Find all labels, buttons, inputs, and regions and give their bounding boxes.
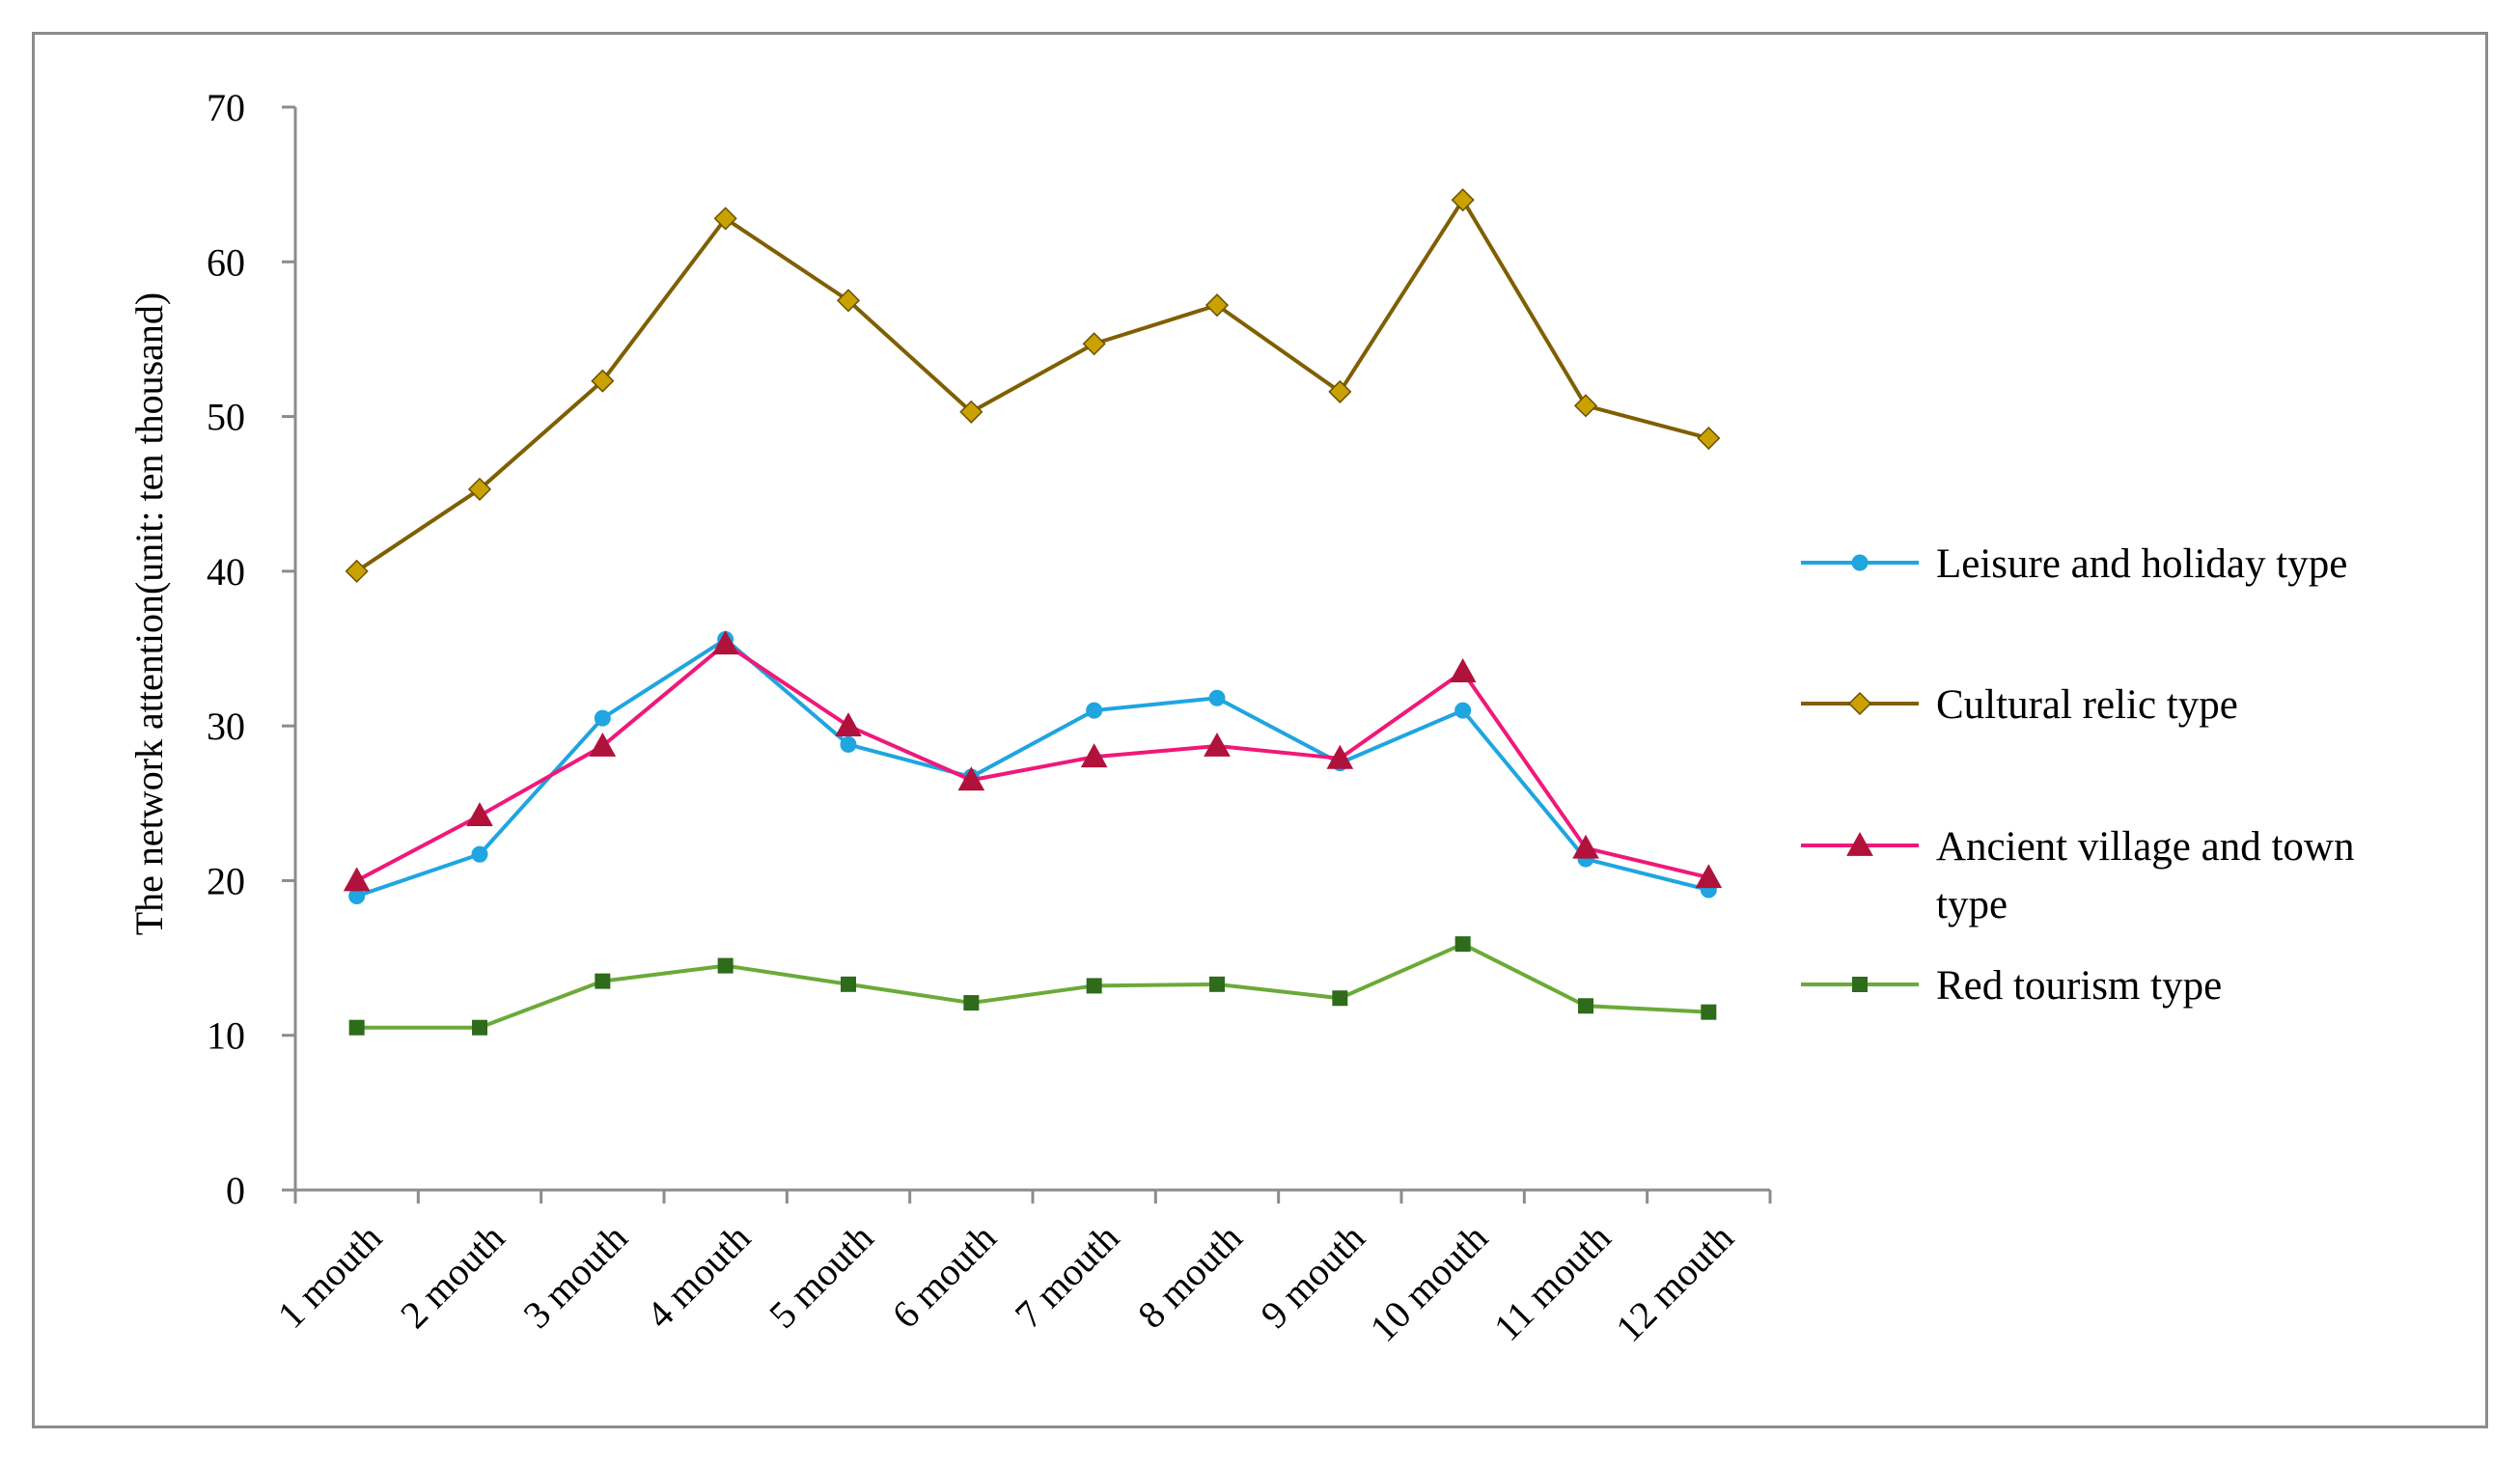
- y-tick-label: 20: [207, 859, 245, 902]
- series-line-leisure-and-holiday-type: [356, 637, 1709, 899]
- series-cultural-relic-type: [345, 188, 1721, 583]
- data-point-ancient-village-and-town-type: [957, 766, 985, 791]
- axes-group: 0 10 20 30 40 50 60 70 1 mouth 2 mouth 3 mouth 4 mo…: [207, 86, 1772, 1350]
- x-tick-label: 5 mouth: [761, 1216, 881, 1337]
- series-layer: [343, 188, 1723, 1036]
- x-tick-label: 8 mouth: [1129, 1216, 1250, 1337]
- data-point-ancient-village-and-town-type: [1572, 834, 1599, 859]
- data-point-cultural-relic-type: [1573, 394, 1598, 418]
- y-tick-label: 30: [207, 705, 245, 748]
- data-point-red-tourism-type: [348, 1019, 365, 1036]
- legend-label: type: [1936, 882, 2008, 927]
- x-tick-label: 9 mouth: [1252, 1216, 1372, 1337]
- data-point-leisure-and-holiday-type: [471, 845, 488, 863]
- data-point-cultural-relic-type: [1328, 379, 1352, 403]
- data-point-ancient-village-and-town-type: [589, 732, 617, 757]
- y-axis-title: The network attention(unit: ten thousand…: [127, 292, 171, 936]
- y-tick-label: 40: [207, 550, 245, 594]
- data-point-leisure-and-holiday-type: [1208, 689, 1226, 706]
- data-point-ancient-village-and-town-type: [343, 867, 371, 892]
- data-point-red-tourism-type: [1209, 976, 1225, 992]
- data-point-cultural-relic-type: [1697, 426, 1721, 451]
- x-tick-label: 7 mouth: [1007, 1216, 1127, 1337]
- series-line-cultural-relic-type: [355, 198, 1709, 573]
- series-leisure-and-holiday-type: [348, 630, 1717, 904]
- legend-swatch-marker: [1847, 691, 1872, 716]
- data-point-cultural-relic-type: [591, 369, 615, 393]
- series-ancient-village-and-town-type: [343, 630, 1723, 892]
- x-tick-label: 1 mouth: [269, 1216, 390, 1337]
- data-point-red-tourism-type: [963, 995, 980, 1011]
- data-point-cultural-relic-type: [1205, 293, 1230, 318]
- data-point-cultural-relic-type: [959, 400, 983, 424]
- legend-label: Cultural relic type: [1936, 682, 2238, 728]
- legend-label: Ancient village and town: [1936, 824, 2354, 870]
- data-point-leisure-and-holiday-type: [1454, 702, 1472, 719]
- x-tick-label: 3 mouth: [514, 1216, 635, 1337]
- data-point-ancient-village-and-town-type: [1449, 658, 1477, 682]
- data-point-ancient-village-and-town-type: [711, 630, 739, 655]
- series-red-tourism-type: [348, 936, 1717, 1036]
- data-point-leisure-and-holiday-type: [840, 735, 857, 753]
- data-point-red-tourism-type: [1454, 936, 1471, 953]
- data-point-leisure-and-holiday-type: [594, 709, 611, 727]
- data-point-red-tourism-type: [472, 1019, 487, 1036]
- legend-item-red-tourism-type: Red tourism type: [1801, 963, 2222, 1009]
- x-tick-label: 12 mouth: [1607, 1216, 1741, 1350]
- data-point-cultural-relic-type: [836, 289, 861, 313]
- y-tick-label: 70: [207, 86, 245, 129]
- legend-item-ancient-village-and-town-type: Ancient village and town type: [1801, 824, 2354, 927]
- data-point-ancient-village-and-town-type: [1080, 743, 1108, 768]
- legend-label: Leisure and holiday type: [1936, 541, 2347, 587]
- data-point-cultural-relic-type: [713, 207, 737, 231]
- series-line-red-tourism-type: [356, 942, 1709, 1030]
- legend-swatch-marker: [1852, 977, 1868, 992]
- data-point-ancient-village-and-town-type: [1695, 864, 1723, 889]
- y-tick-label: 60: [207, 240, 245, 284]
- data-point-red-tourism-type: [1086, 978, 1102, 994]
- data-point-red-tourism-type: [717, 957, 734, 974]
- y-tick-label: 10: [207, 1014, 245, 1058]
- chart-frame: 0 10 20 30 40 50 60 70 1 mouth 2 mouth 3 mouth 4 mo…: [32, 32, 2488, 1428]
- y-tick-label: 50: [207, 396, 245, 439]
- x-tick-label: 2 mouth: [392, 1216, 512, 1337]
- x-tick-label: 6 mouth: [883, 1216, 1004, 1337]
- data-point-ancient-village-and-town-type: [835, 712, 862, 737]
- legend-swatch-marker: [1846, 831, 1873, 856]
- x-tick-label: 10 mouth: [1362, 1216, 1496, 1350]
- data-point-red-tourism-type: [1332, 990, 1348, 1007]
- data-point-red-tourism-type: [595, 973, 611, 989]
- data-point-ancient-village-and-town-type: [1326, 744, 1354, 769]
- series-line-ancient-village-and-town-type: [355, 642, 1709, 883]
- data-point-cultural-relic-type: [467, 477, 492, 501]
- data-point-cultural-relic-type: [1082, 332, 1106, 356]
- y-tick-label: 0: [226, 1169, 245, 1212]
- data-point-red-tourism-type: [841, 976, 856, 992]
- line-chart: 0 10 20 30 40 50 60 70 1 mouth 2 mouth 3 mouth 4 mo…: [127, 86, 2354, 1350]
- data-point-red-tourism-type: [1578, 998, 1593, 1014]
- data-point-cultural-relic-type: [1451, 188, 1475, 212]
- x-tick-label: 11 mouth: [1485, 1216, 1619, 1349]
- data-point-cultural-relic-type: [345, 559, 369, 583]
- legend-swatch-marker: [1851, 554, 1869, 571]
- legend-item-cultural-relic-type: Cultural relic type: [1801, 682, 2238, 728]
- legend-label: Red tourism type: [1936, 963, 2222, 1009]
- legend: Leisure and holiday type Cultural relic t…: [1801, 541, 2354, 1009]
- data-point-red-tourism-type: [1701, 1004, 1717, 1020]
- data-point-ancient-village-and-town-type: [1204, 732, 1231, 757]
- data-point-leisure-and-holiday-type: [1086, 702, 1103, 719]
- x-tick-label: 4 mouth: [638, 1216, 759, 1337]
- data-point-ancient-village-and-town-type: [466, 802, 493, 827]
- legend-item-leisure-and-holiday-type: Leisure and holiday type: [1801, 541, 2347, 587]
